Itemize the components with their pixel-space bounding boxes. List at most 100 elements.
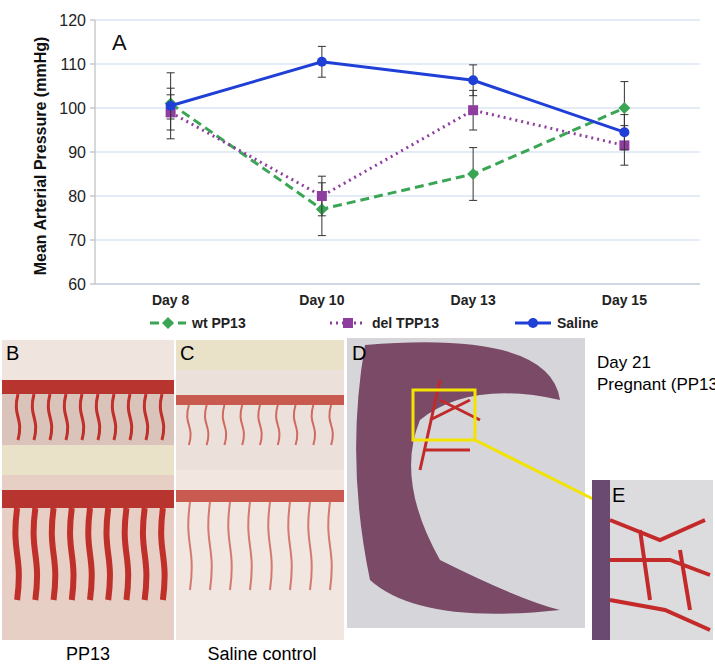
error-bar-cap	[620, 149, 628, 150]
vessel	[161, 508, 164, 600]
error-bar-cap	[167, 72, 175, 73]
vessel	[32, 394, 35, 440]
error-bar	[318, 176, 326, 216]
vessel	[143, 508, 146, 600]
vessel	[187, 405, 190, 445]
marker	[343, 318, 353, 328]
panel-label: B	[6, 342, 19, 364]
photo-caption: PP13	[66, 644, 110, 664]
legend-label: Saline	[557, 315, 598, 331]
grid-line	[95, 64, 700, 65]
uterus-edge	[592, 480, 610, 640]
vessel	[312, 405, 315, 445]
vessel	[610, 520, 710, 630]
photo-tissue	[2, 340, 174, 380]
error-bar	[469, 65, 477, 96]
marker	[166, 101, 176, 111]
marker	[468, 105, 478, 115]
error-bar-cap	[318, 46, 326, 47]
legend-item: del TPP13	[330, 315, 439, 331]
error-bar-cap	[167, 138, 175, 139]
error-bar	[318, 46, 326, 77]
legend-item: Saline	[515, 315, 598, 331]
vessel	[208, 502, 211, 590]
y-tick-label: 120	[59, 12, 86, 29]
error-bar-cap	[620, 114, 628, 115]
photo-zoom	[2, 475, 174, 640]
legend-item: wt PP13	[150, 315, 246, 331]
marker	[467, 168, 479, 180]
vessel	[228, 502, 231, 590]
caption-line: Pregnant (PP13)	[597, 375, 715, 394]
error-bar-cap	[469, 147, 477, 148]
zoom-box	[413, 390, 475, 440]
marker	[619, 127, 629, 137]
caption-line: Day 21	[597, 353, 651, 372]
grid-line	[95, 240, 700, 241]
marker	[317, 57, 327, 67]
panel-label: E	[612, 484, 625, 506]
vessel	[294, 405, 297, 445]
panel-label: D	[352, 342, 366, 364]
marker	[528, 318, 538, 328]
vessel	[240, 405, 243, 445]
photo-caption: Saline control	[207, 644, 316, 664]
vessel	[64, 394, 67, 440]
error-bar-cap	[318, 215, 326, 216]
vessel	[70, 508, 73, 600]
marker	[618, 102, 630, 114]
error-bar-cap	[318, 176, 326, 177]
vessel	[288, 502, 291, 590]
vessel	[276, 405, 279, 445]
vessel	[144, 394, 147, 440]
vessel	[268, 502, 271, 590]
error-bar-cap	[469, 130, 477, 131]
x-tick-label: Day 15	[602, 292, 647, 308]
photo-d	[347, 338, 595, 628]
photo-c	[176, 340, 344, 640]
y-tick	[90, 196, 95, 197]
error-bar	[469, 90, 477, 130]
grid-line	[95, 20, 700, 21]
y-tick	[90, 108, 95, 109]
error-bar-cap	[469, 64, 477, 65]
vessel	[16, 394, 19, 440]
grid-line	[95, 196, 700, 197]
figure: 60708090100110120Day 8Day 10Day 13Day 15…	[0, 0, 715, 669]
error-bar-cap	[620, 81, 628, 82]
vessel	[88, 508, 91, 600]
photo-b	[2, 340, 174, 640]
zoom-line	[475, 440, 595, 500]
y-axis-label: Mean Arterial Pressure (mmHg)	[32, 37, 49, 276]
legend-label: del TPP13	[372, 315, 439, 331]
legend-label: wt PP13	[191, 315, 246, 331]
vessel	[80, 394, 83, 440]
y-tick-label: 110	[60, 56, 86, 73]
y-tick-label: 70	[68, 232, 86, 249]
vessel	[248, 502, 251, 590]
photo-ruler	[2, 445, 174, 475]
photo-band	[2, 380, 174, 394]
error-bar	[620, 115, 628, 150]
error-bar-cap	[620, 165, 628, 166]
vessel	[15, 508, 18, 600]
marker	[468, 75, 478, 85]
vessel	[420, 380, 480, 470]
vessel	[112, 394, 115, 440]
vessel	[223, 405, 226, 445]
photo-band	[2, 490, 174, 508]
vessel	[128, 394, 131, 440]
photo-bg	[592, 480, 713, 640]
y-tick-label: 100	[59, 100, 86, 117]
vessel	[125, 508, 128, 600]
marker	[162, 317, 174, 329]
vessel	[188, 502, 191, 590]
vessel	[106, 508, 109, 600]
error-bar-cap	[318, 77, 326, 78]
y-tick	[90, 240, 95, 241]
uterus	[356, 342, 560, 613]
x-tick-label: Day 10	[299, 292, 344, 308]
vessel	[96, 394, 99, 440]
vessel	[308, 502, 311, 590]
y-tick	[90, 152, 95, 153]
